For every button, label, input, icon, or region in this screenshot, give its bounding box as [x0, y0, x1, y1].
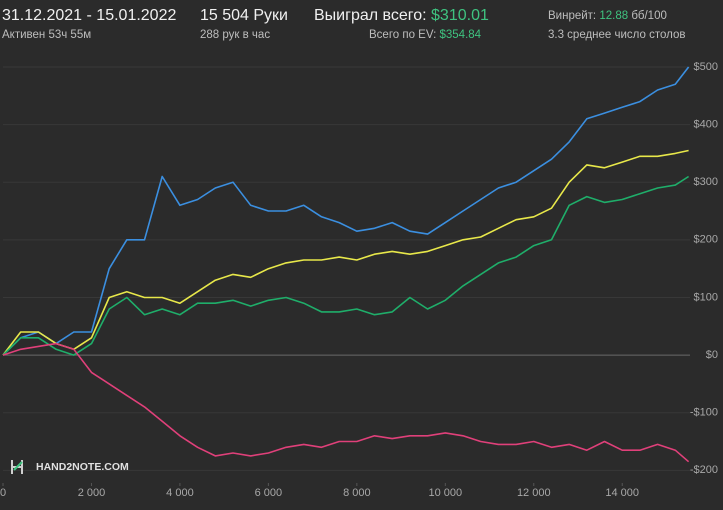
ev-total: Всего по EV: $354.84: [369, 29, 481, 41]
x-tick-label: 12 000: [517, 487, 551, 499]
ev-value: $354.84: [439, 29, 482, 41]
logo: HAND2NOTE.COM: [11, 460, 129, 474]
winrate-label: Винрейт:: [548, 10, 597, 22]
won-total: Выиграл всего: $310.01: [314, 7, 489, 25]
x-tick-label: 6 000: [255, 487, 283, 499]
avg-tables: 3.3 среднее число столов: [548, 29, 686, 41]
won-value: $310.01: [431, 7, 489, 24]
y-tick-label: $100: [694, 291, 718, 303]
x-tick-label: 0: [0, 487, 6, 499]
winrate: Винрейт: 12.88 бб/100: [548, 10, 667, 22]
x-tick-label: 4 000: [166, 487, 194, 499]
y-tick-label: $200: [694, 234, 718, 246]
winrate-unit: бб/100: [631, 10, 667, 22]
hands-per-hour: 288 рук в час: [200, 29, 271, 41]
x-tick-label: 10 000: [428, 487, 462, 499]
active-time: Активен 53ч 55м: [2, 29, 92, 41]
winrate-value: 12.88: [599, 10, 629, 22]
series-line: [2, 175, 690, 356]
period: 31.12.2021 - 15.01.2022: [2, 7, 177, 24]
series-line: [2, 149, 689, 356]
x-tick-label: 2 000: [78, 487, 106, 499]
series-line: [2, 342, 690, 463]
y-tick-label: $500: [694, 61, 718, 73]
hands: 15 504 Руки: [200, 7, 288, 24]
logo-icon-accent: [13, 461, 23, 471]
y-tick-label: $0: [706, 349, 718, 361]
x-tick-label: 8 000: [343, 487, 371, 499]
series-line: [2, 66, 690, 356]
y-tick-label: -$100: [690, 407, 718, 419]
y-tick-label: -$200: [690, 464, 718, 476]
y-tick-label: $400: [694, 119, 718, 131]
ev-label: Всего по EV:: [369, 29, 437, 41]
won-label: Выиграл всего:: [314, 7, 427, 24]
x-tick-label: 14 000: [605, 487, 639, 499]
logo-text: HAND2NOTE.COM: [36, 461, 129, 473]
y-tick-label: $300: [694, 176, 718, 188]
